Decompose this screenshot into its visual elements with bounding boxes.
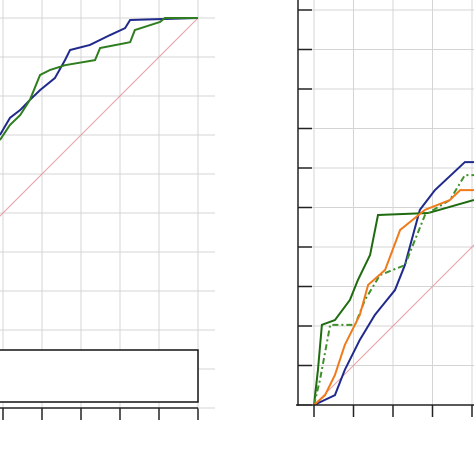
roc-line — [313, 244, 474, 406]
roc-line — [0, 17, 199, 217]
roc-line — [0, 17, 199, 136]
roc-line — [0, 17, 198, 141]
roc-line — [313, 199, 474, 406]
roc-line — [313, 161, 474, 406]
roc-line — [313, 174, 474, 406]
legend-box — [0, 349, 199, 403]
roc-line — [313, 189, 474, 406]
right-chart — [298, 0, 474, 417]
